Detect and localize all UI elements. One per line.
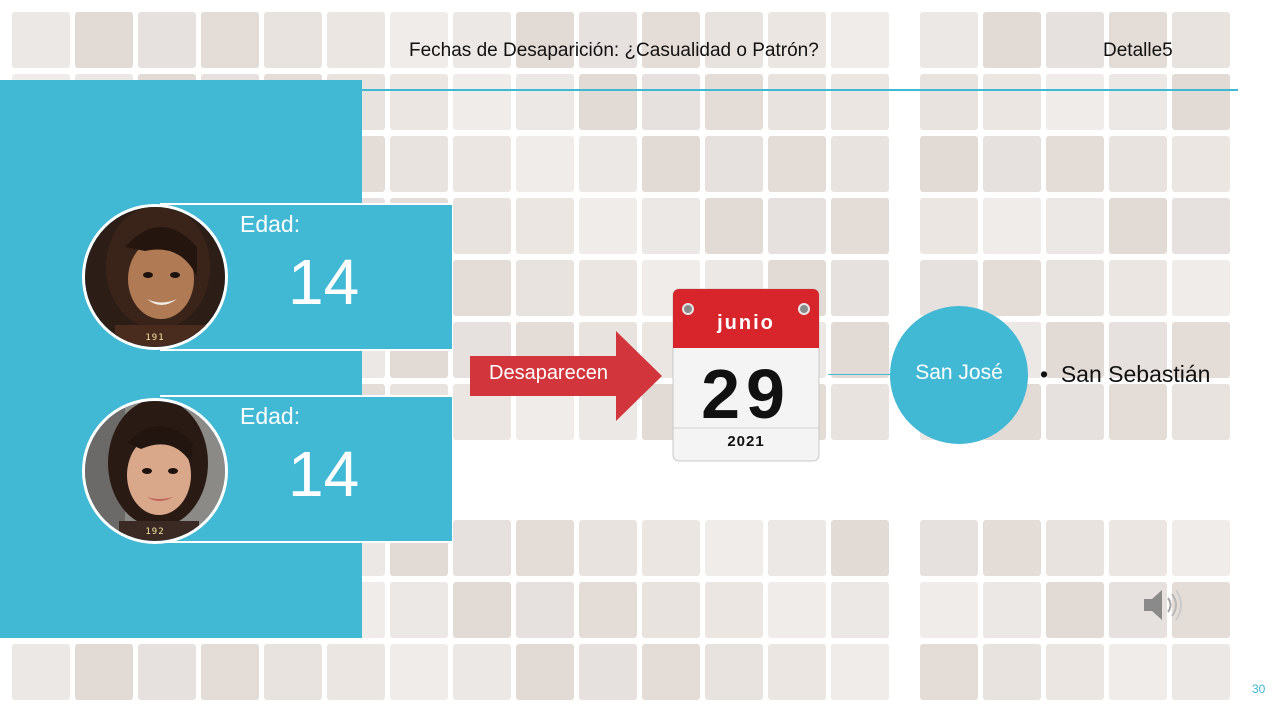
location-detail: San Sebastián — [1060, 361, 1211, 387]
age-label: Edad: — [240, 403, 301, 429]
calendar-date: junio 29 2021 — [672, 288, 820, 462]
location-detail-item: • San Sebastián — [1040, 361, 1210, 388]
connector-line — [828, 374, 890, 375]
calendar-month: junio — [717, 312, 775, 334]
avatar-photo-1: 191 — [82, 204, 228, 350]
age-label: Edad: — [240, 211, 301, 237]
age-value: 14 — [288, 246, 360, 318]
header-divider — [362, 89, 1238, 91]
photo-tag: 192 — [145, 527, 165, 537]
photo-tag: 191 — [145, 333, 165, 343]
calendar-year: 2021 — [727, 433, 765, 450]
speaker-icon[interactable] — [1142, 586, 1186, 624]
bullet-icon: • — [1040, 361, 1061, 387]
arrow-right-icon — [470, 331, 662, 421]
calendar-icon — [672, 288, 820, 462]
section-label: Detalle5 — [1103, 40, 1173, 61]
portrait-image-2 — [85, 401, 225, 541]
slide-title: Fechas de Desaparición: ¿Casualidad o Pa… — [409, 40, 819, 61]
location-city: San José — [915, 361, 1003, 384]
slide-number: 30 — [1252, 682, 1266, 696]
age-value: 14 — [288, 438, 360, 510]
portrait-image-1 — [85, 207, 225, 347]
arrow-label: Desaparecen — [489, 362, 608, 384]
avatar-photo-2: 192 — [82, 398, 228, 544]
left-accent-panel — [0, 80, 362, 638]
location-circle: San José — [890, 306, 1028, 444]
calendar-day: 29 — [701, 355, 791, 433]
